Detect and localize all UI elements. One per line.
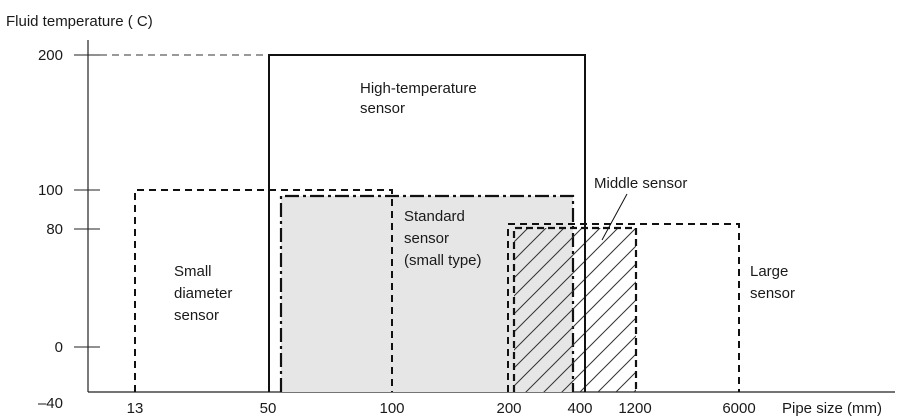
- standard-label-line3: (small type): [404, 252, 482, 269]
- large-label-line2: sensor: [750, 285, 795, 302]
- high-temperature-label-line2: sensor: [360, 100, 405, 117]
- y-tick-label-minus40: –40: [38, 395, 63, 412]
- standard-label-line2: sensor: [404, 230, 449, 247]
- y-tick-label-100: 100: [38, 182, 63, 199]
- small-diameter-sensor-label: Small diameter sensor: [174, 263, 237, 324]
- x-tick-label-200: 200: [496, 400, 521, 417]
- high-temperature-sensor-outline: [268, 54, 586, 392]
- standard-sensor-label: Standard sensor (small type): [404, 208, 482, 269]
- small-diameter-label-line1: Small: [174, 263, 212, 280]
- middle-sensor-outline: [512, 226, 638, 392]
- high-temperature-sensor-label: High-temperature sensor: [360, 80, 481, 117]
- small-diameter-label-line2: diameter: [174, 285, 232, 302]
- y-axis-title: Fluid temperature ( C): [6, 13, 153, 30]
- x-tick-label-6000: 6000: [722, 400, 755, 417]
- x-tick-label-400: 400: [567, 400, 592, 417]
- large-label-line1: Large: [750, 263, 788, 280]
- middle-sensor-pointer: [601, 193, 628, 241]
- y-tick-label-80: 80: [46, 221, 63, 238]
- x-tick-label-1200: 1200: [618, 400, 651, 417]
- x-axis-title: Pipe size (mm): [782, 400, 882, 417]
- high-temperature-label-line1: High-temperature: [360, 80, 477, 97]
- middle-sensor-label: Middle sensor: [594, 175, 687, 192]
- x-tick-label-50: 50: [260, 400, 277, 417]
- y-tick-label-0: 0: [55, 339, 63, 356]
- large-sensor-label: Large sensor: [750, 263, 795, 302]
- middle-sensor-hatch: [514, 228, 636, 392]
- standard-label-line1: Standard: [404, 208, 465, 225]
- large-sensor-outline: [507, 223, 740, 392]
- x-tick-label-13: 13: [127, 400, 144, 417]
- small-diameter-label-line3: sensor: [174, 307, 219, 324]
- small-diameter-sensor-outline: [134, 189, 393, 392]
- y-tick-label-200: 200: [38, 47, 63, 64]
- x-tick-label-100: 100: [379, 400, 404, 417]
